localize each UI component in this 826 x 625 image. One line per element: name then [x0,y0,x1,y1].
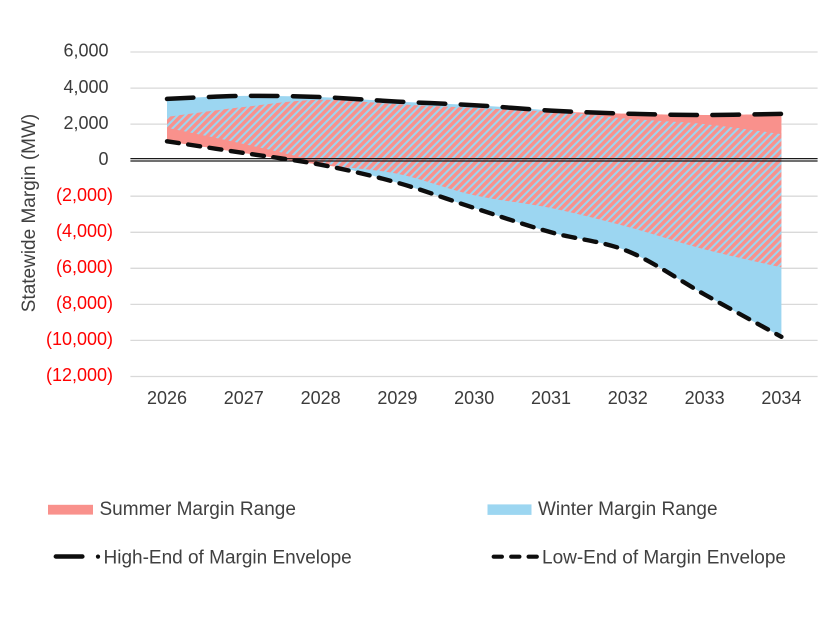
svg-text:(10,000): (10,000) [46,329,113,349]
svg-text:(4,000): (4,000) [56,221,113,241]
svg-text:2031: 2031 [531,388,571,408]
svg-text:2030: 2030 [454,388,494,408]
svg-text:(2,000): (2,000) [56,185,113,205]
svg-text:(8,000): (8,000) [56,293,113,313]
svg-text:2027: 2027 [224,388,264,408]
svg-text:(12,000): (12,000) [46,365,113,385]
svg-text:2028: 2028 [301,388,341,408]
svg-text:High-End of Margin Envelope: High-End of Margin Envelope [104,548,352,569]
svg-text:Low-End of Margin Envelope: Low-End of Margin Envelope [542,548,786,569]
svg-text:0: 0 [98,149,108,169]
svg-text:6,000: 6,000 [63,41,108,61]
svg-text:2034: 2034 [761,388,801,408]
svg-text:4,000: 4,000 [63,77,108,97]
svg-text:2026: 2026 [147,388,187,408]
svg-text:2029: 2029 [377,388,417,408]
svg-text:(6,000): (6,000) [56,257,113,277]
svg-text:Summer Margin Range: Summer Margin Range [100,499,296,520]
svg-text:2,000: 2,000 [63,113,108,133]
svg-text:2032: 2032 [608,388,648,408]
svg-text:2033: 2033 [685,388,725,408]
svg-text:Winter Margin Range: Winter Margin Range [538,499,718,520]
svg-text:Statewide Margin (MW): Statewide Margin (MW) [19,114,40,313]
